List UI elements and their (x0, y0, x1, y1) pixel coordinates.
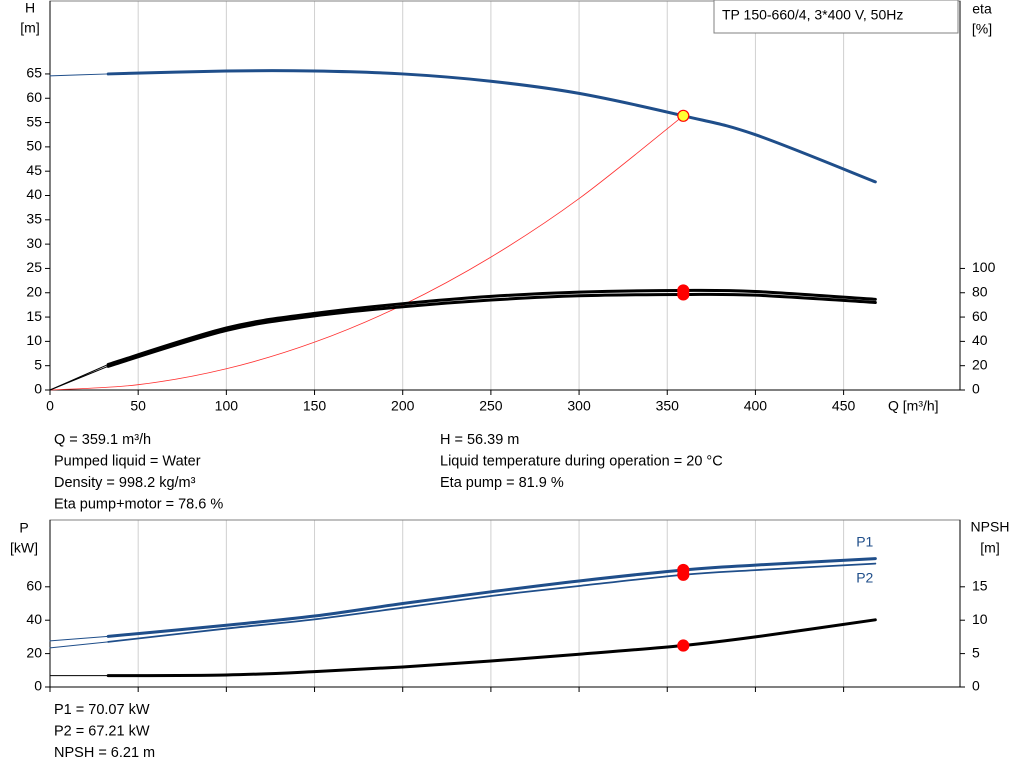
x-tick-label: 350 (656, 398, 680, 414)
curve (106, 288, 877, 366)
info-text: P2 = 67.21 kW (54, 723, 150, 739)
curve (106, 557, 877, 638)
x-tick-label: 250 (479, 398, 503, 414)
operating-point (677, 288, 690, 301)
y2-axis-label: eta (972, 1, 992, 17)
series-label: P2 (856, 569, 873, 585)
info-text: Eta pump = 81.9 % (440, 475, 564, 491)
y-tick-label: 20 (26, 283, 42, 299)
y-tick-label: 40 (26, 611, 42, 627)
y-tick-label: 55 (26, 113, 42, 129)
x-tick-label: 400 (744, 398, 768, 414)
info-text: NPSH = 6.21 m (54, 745, 155, 761)
y-tick-label: 25 (26, 259, 42, 275)
y-tick-label: 35 (26, 211, 42, 227)
y-tick-label: 20 (26, 644, 42, 660)
x-tick-label: 150 (303, 398, 327, 414)
y2-tick-label: 80 (972, 283, 988, 299)
curve (107, 562, 877, 643)
info-text: P1 = 70.07 kW (54, 702, 150, 718)
x-tick-label: 100 (215, 398, 239, 414)
x-tick-label: 300 (567, 398, 591, 414)
y2-axis-label: [%] (972, 21, 992, 37)
y2-tick-label: 100 (972, 259, 996, 275)
plot-frame (49, 519, 961, 688)
curve (49, 641, 109, 649)
y2-axis-label: [m] (980, 540, 999, 556)
y2-tick-label: 40 (972, 332, 988, 348)
curve (49, 73, 109, 77)
y-tick-label: 60 (26, 578, 42, 594)
y-tick-label: 60 (26, 89, 42, 105)
y-tick-label: 0 (34, 678, 42, 694)
info-text: Q = 359.1 m³/h (54, 432, 151, 448)
y2-tick-label: 60 (972, 308, 988, 324)
y-tick-label: 65 (26, 65, 42, 81)
y-tick-label: 45 (26, 162, 42, 178)
x-tick-label: 450 (832, 398, 856, 414)
y-axis-label: H (25, 0, 35, 16)
y-tick-label: 50 (26, 138, 42, 154)
y2-tick-label: 10 (972, 611, 988, 627)
x-tick-label: 50 (130, 398, 146, 414)
curve (106, 69, 877, 184)
chart-title: TP 150-660/4, 3*400 V, 50Hz (722, 7, 903, 23)
y-axis-label: P (19, 520, 28, 536)
y-tick-label: 0 (34, 381, 42, 397)
y2-tick-label: 0 (972, 381, 980, 397)
curve (49, 635, 109, 642)
y-tick-label: 30 (26, 235, 42, 251)
operating-point (677, 109, 690, 122)
y-tick-label: 5 (34, 356, 42, 372)
y-axis-label: [kW] (10, 540, 38, 556)
y2-axis-label: NPSH (971, 519, 1010, 535)
series-label: P1 (856, 533, 873, 549)
y-tick-label: 10 (26, 332, 42, 348)
y-axis-label: [m] (20, 20, 39, 36)
info-text: Liquid temperature during operation = 20… (440, 453, 723, 469)
title-box (713, 0, 959, 34)
operating-point (677, 639, 690, 652)
info-text: Eta pump+motor = 78.6 % (54, 496, 223, 512)
y-tick-label: 40 (26, 186, 42, 202)
x-axis-label: Q [m³/h] (888, 398, 939, 414)
info-text: Density = 998.2 kg/m³ (54, 475, 196, 491)
curve (49, 115, 684, 391)
info-text: Pumped liquid = Water (54, 453, 201, 469)
x-tick-label: 200 (391, 398, 415, 414)
plot-frame (49, 0, 961, 391)
y2-tick-label: 0 (972, 678, 980, 694)
x-tick-label: 0 (46, 398, 54, 414)
y2-tick-label: 15 (972, 578, 988, 594)
curve (49, 365, 109, 391)
y2-tick-label: 20 (972, 356, 988, 372)
operating-point (677, 568, 690, 581)
info-text: H = 56.39 m (440, 432, 519, 448)
curve (106, 292, 877, 368)
y-tick-label: 15 (26, 308, 42, 324)
y2-tick-label: 5 (972, 644, 980, 660)
curve (106, 618, 877, 678)
